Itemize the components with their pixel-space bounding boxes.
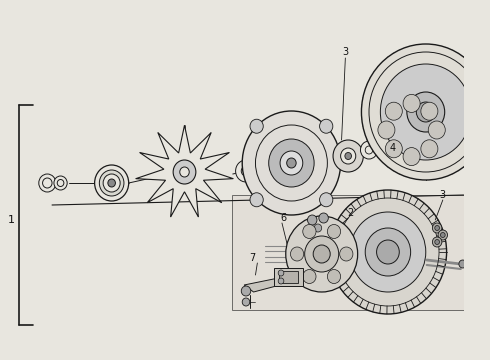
Circle shape — [250, 119, 263, 133]
Polygon shape — [136, 125, 233, 217]
Circle shape — [416, 102, 435, 122]
Circle shape — [435, 239, 440, 244]
Circle shape — [108, 179, 116, 187]
Text: 6: 6 — [281, 213, 287, 223]
Circle shape — [287, 158, 296, 168]
Circle shape — [99, 170, 124, 196]
Circle shape — [361, 141, 377, 159]
Bar — [274, 268, 303, 286]
Circle shape — [407, 92, 445, 132]
Circle shape — [372, 88, 451, 172]
Circle shape — [459, 260, 466, 268]
Circle shape — [341, 148, 356, 164]
Circle shape — [242, 111, 341, 215]
Polygon shape — [244, 275, 299, 292]
Circle shape — [365, 228, 411, 276]
Circle shape — [319, 193, 333, 207]
Circle shape — [242, 298, 250, 306]
Circle shape — [313, 245, 330, 263]
Circle shape — [314, 224, 322, 232]
Circle shape — [362, 44, 490, 180]
Circle shape — [432, 223, 442, 233]
Text: 3: 3 — [343, 47, 348, 57]
Text: 1: 1 — [8, 215, 15, 225]
Polygon shape — [232, 195, 464, 310]
Circle shape — [441, 233, 445, 238]
Text: 2: 2 — [347, 208, 353, 218]
Circle shape — [278, 270, 284, 276]
Circle shape — [405, 123, 418, 137]
Circle shape — [43, 178, 52, 188]
Circle shape — [466, 111, 471, 117]
Bar — [279, 271, 298, 283]
Circle shape — [377, 240, 399, 264]
Circle shape — [462, 107, 475, 121]
Circle shape — [421, 140, 438, 158]
Circle shape — [319, 213, 328, 223]
Circle shape — [103, 174, 120, 192]
Circle shape — [39, 174, 56, 192]
Circle shape — [269, 139, 314, 187]
Circle shape — [241, 286, 251, 296]
Circle shape — [432, 237, 442, 247]
Circle shape — [445, 65, 454, 75]
Circle shape — [241, 166, 251, 176]
Circle shape — [303, 270, 316, 284]
Circle shape — [308, 215, 317, 225]
Circle shape — [250, 193, 263, 207]
Circle shape — [291, 247, 304, 261]
Text: 4: 4 — [390, 143, 396, 153]
Circle shape — [421, 102, 438, 120]
Circle shape — [329, 190, 446, 314]
Circle shape — [435, 225, 440, 230]
Circle shape — [333, 140, 363, 172]
Circle shape — [456, 67, 465, 77]
Circle shape — [385, 102, 402, 120]
Circle shape — [280, 151, 303, 175]
Circle shape — [327, 270, 341, 284]
Circle shape — [319, 119, 333, 133]
Circle shape — [403, 148, 420, 166]
Circle shape — [57, 180, 64, 186]
Circle shape — [303, 225, 316, 238]
Circle shape — [54, 176, 67, 190]
Circle shape — [345, 153, 351, 159]
Circle shape — [378, 121, 395, 139]
Circle shape — [350, 212, 426, 292]
Circle shape — [396, 114, 427, 146]
Circle shape — [385, 140, 402, 158]
Circle shape — [428, 121, 445, 139]
Circle shape — [385, 102, 438, 158]
Circle shape — [365, 146, 373, 154]
Circle shape — [305, 236, 339, 272]
Circle shape — [236, 160, 256, 182]
Circle shape — [327, 225, 341, 238]
Circle shape — [438, 230, 447, 240]
Circle shape — [340, 247, 353, 261]
Circle shape — [95, 165, 129, 201]
Circle shape — [278, 278, 284, 284]
Text: 5: 5 — [489, 163, 490, 173]
Circle shape — [403, 94, 420, 112]
Text: 3: 3 — [440, 190, 446, 200]
Circle shape — [180, 167, 189, 177]
Circle shape — [380, 64, 471, 160]
Circle shape — [173, 160, 196, 184]
Text: 7: 7 — [249, 253, 256, 263]
Circle shape — [286, 216, 358, 292]
